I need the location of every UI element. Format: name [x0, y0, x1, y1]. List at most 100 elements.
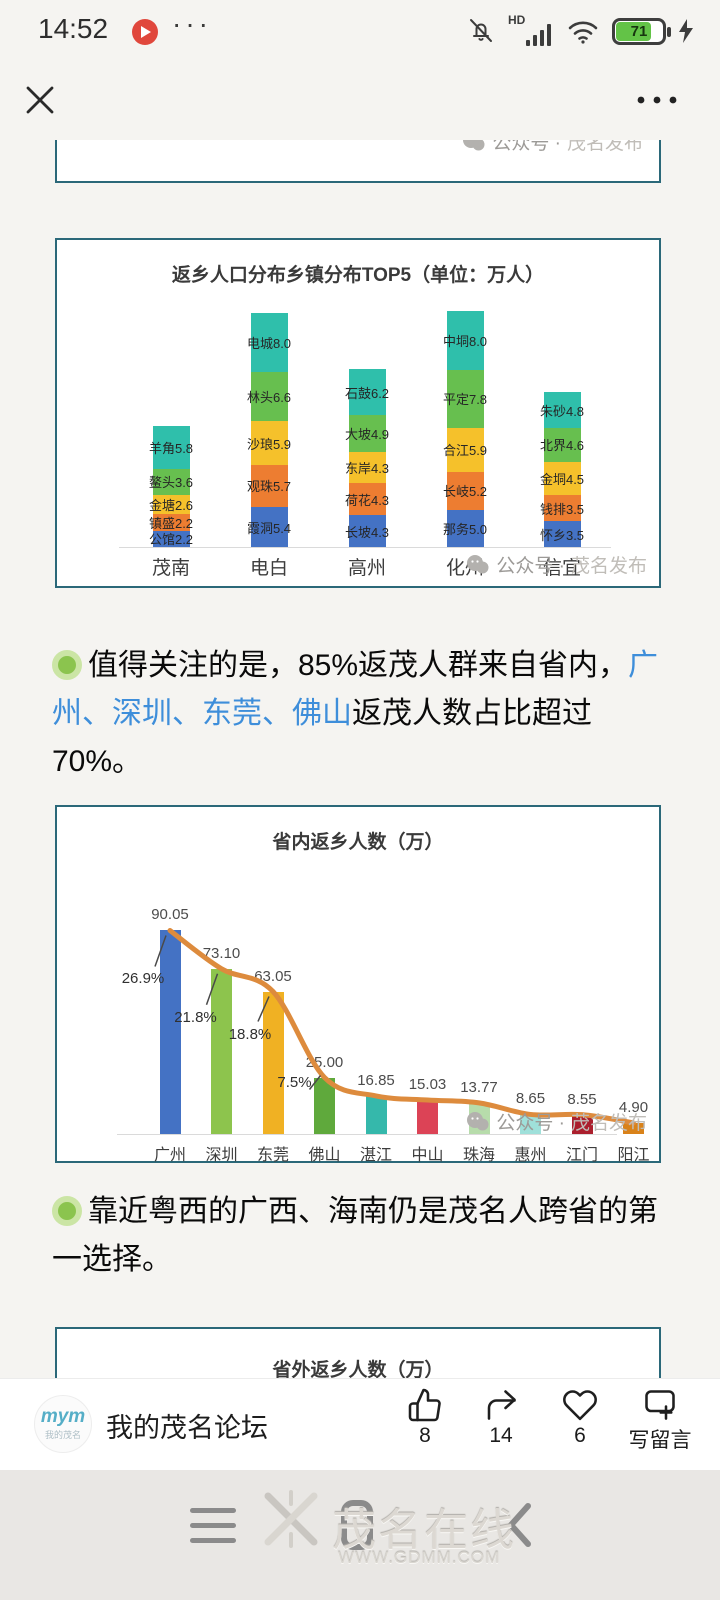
- bar-segment: 长岐5.2: [443, 471, 487, 510]
- screen-record-icon: [132, 19, 158, 45]
- forum-logo[interactable]: mym 我的茂名: [34, 1395, 92, 1453]
- charging-icon: [679, 19, 693, 43]
- watermark: 公众号 · 茂名发布: [462, 140, 643, 155]
- value-label: 63.05: [254, 967, 292, 985]
- value-label: 8.55: [567, 1090, 597, 1108]
- favorite-button[interactable]: 6: [542, 1387, 618, 1448]
- battery-fill: [616, 21, 651, 41]
- share-icon: [487, 1390, 516, 1420]
- category-label: 湛江: [359, 1147, 392, 1164]
- paragraph-text: 靠近粤西的广西、海南仍是茂名人跨省的第一选择。: [52, 1195, 658, 1276]
- x-axis: [117, 1134, 617, 1135]
- wechat-icon: [467, 1111, 489, 1130]
- like-button[interactable]: 8: [387, 1387, 463, 1448]
- bar-segment: 中垌8.0: [443, 310, 487, 371]
- android-nav-bar: 茂名在线 WWW.GDMM.COM: [0, 1470, 720, 1600]
- bar-segment: 东岸4.3: [345, 451, 389, 484]
- bar-segment: 林头6.6: [247, 372, 291, 422]
- province-chart-card: 省内返乡人数（万） 90.05 广州 73.10 深圳 63.05 东莞 25.00 佛山 16…: [55, 805, 661, 1164]
- bar-segment: 镇盛2.2: [148, 514, 194, 532]
- wifi-icon: [568, 21, 598, 44]
- more-menu-icon[interactable]: [634, 94, 680, 106]
- value-label: 15.03: [408, 1076, 447, 1094]
- paragraph-text: 值得关注的是，85%返茂人群来自省内，: [88, 649, 629, 682]
- paragraph-text: 返茂人数占比超过70%。: [52, 697, 592, 778]
- comment-label: 写留言: [628, 1429, 692, 1452]
- bar-segment: 羊角5.8: [149, 425, 193, 469]
- site-url: WWW.GDMM.COM: [338, 1548, 501, 1567]
- chart-title: 省内返乡人数（万）: [272, 832, 444, 853]
- mute-icon: [470, 19, 492, 42]
- status-bar: 14:52 ··· HD 71: [0, 0, 720, 62]
- bar: [417, 1100, 438, 1134]
- heart-icon: [563, 1390, 597, 1421]
- bar-segment: 长坡4.3: [345, 515, 389, 547]
- share-count: 14: [489, 1424, 513, 1447]
- chart-title: 返乡人口分布乡镇分布TOP5（单位：万人）: [171, 265, 545, 286]
- bar: [623, 1122, 644, 1134]
- town-chart-card: 返乡人口分布乡镇分布TOP5（单位：万人） 公馆2.2 镇盛2.2 金塘2.6 鳌头3…: [55, 238, 661, 588]
- battery-icon: 71: [612, 17, 671, 45]
- bar-segment: 观珠5.7: [247, 464, 291, 508]
- bar-segment: 石鼓6.2: [345, 369, 389, 416]
- like-count: 8: [419, 1424, 431, 1447]
- wechat-icon: [463, 140, 485, 150]
- outside-chart-card: 省外返乡人数（万）: [55, 1327, 661, 1378]
- bar: [159, 930, 181, 1134]
- bar-segment: 大坡4.9: [345, 415, 389, 452]
- category-label: 广州: [153, 1147, 186, 1164]
- hd-label: HD: [508, 13, 526, 27]
- clock: 14:52: [38, 13, 109, 44]
- bar-segment: 沙琅5.9: [247, 421, 291, 465]
- paragraph-province-share: 值得关注的是，85%返茂人群来自省内，广州、深圳、东莞、佛山返茂人数占比超过70…: [52, 642, 670, 786]
- bullet-icon: [52, 1196, 82, 1226]
- webview-titlebar: [0, 62, 720, 140]
- bar-segment: 公馆2.2: [148, 530, 194, 548]
- home-button[interactable]: [341, 1500, 373, 1550]
- bar-segment: 合江5.9: [443, 427, 487, 472]
- percent-label: 26.9%: [121, 970, 165, 988]
- watermark: 公众号 · 茂名发布: [466, 551, 647, 578]
- category-label: 电白: [249, 558, 288, 579]
- category-label: 阳江: [617, 1147, 650, 1164]
- recents-button[interactable]: [190, 1508, 236, 1553]
- category-label: 信宜: [542, 558, 581, 579]
- share-button[interactable]: 14: [463, 1387, 539, 1448]
- comment-icon: [645, 1390, 675, 1420]
- signal-icon: HD: [508, 13, 554, 49]
- bar-segment: 钱排3.5: [540, 495, 584, 522]
- bar-segment: 朱砂4.8: [540, 392, 584, 428]
- thumbs-up-icon: [408, 1388, 441, 1422]
- category-label: 东莞: [256, 1147, 289, 1164]
- bar-segment: 电城8.0: [247, 313, 291, 373]
- bar-segment: 金塘2.6: [149, 495, 193, 515]
- bar-segment: 荷花4.3: [345, 483, 389, 516]
- category-label: 佛山: [308, 1147, 341, 1164]
- city-links[interactable]: 广州、深圳、东莞、佛山: [52, 649, 659, 730]
- value-label: 13.77: [460, 1078, 498, 1096]
- source-name[interactable]: 我的茂名论坛: [106, 1413, 268, 1443]
- bar: [365, 1095, 387, 1134]
- bar-segment: 鳌头3.6: [149, 468, 193, 496]
- value-label: 16.85: [357, 1071, 395, 1089]
- stacked-bar-plot: 公馆2.2 镇盛2.2 金塘2.6 鳌头3.6 羊角5.8 茂南 霞洞5.4 观珠5.7 沙琅5…: [57, 240, 657, 594]
- site-watermark-logo: [264, 1490, 318, 1548]
- bar: [314, 1077, 335, 1134]
- close-icon[interactable]: [20, 80, 60, 120]
- comment-button[interactable]: 写留言: [622, 1387, 698, 1454]
- back-button[interactable]: [505, 1502, 533, 1548]
- bar-segment: 北界4.6: [540, 427, 584, 462]
- value-label: 4.90: [618, 1098, 649, 1116]
- value-label: 8.65: [515, 1090, 546, 1108]
- percent-label: 21.8%: [174, 1008, 217, 1026]
- battery-percent: 71: [630, 22, 648, 40]
- category-label: 中山: [411, 1147, 444, 1164]
- bar: [262, 991, 284, 1134]
- bar-segment: 金垌4.5: [540, 461, 584, 496]
- x-axis: [119, 547, 611, 548]
- category-label: 江门: [565, 1147, 598, 1164]
- value-label: 73.10: [202, 944, 241, 962]
- notification-dots-icon: ···: [172, 8, 212, 39]
- bar-segment: 平定7.8: [443, 370, 487, 428]
